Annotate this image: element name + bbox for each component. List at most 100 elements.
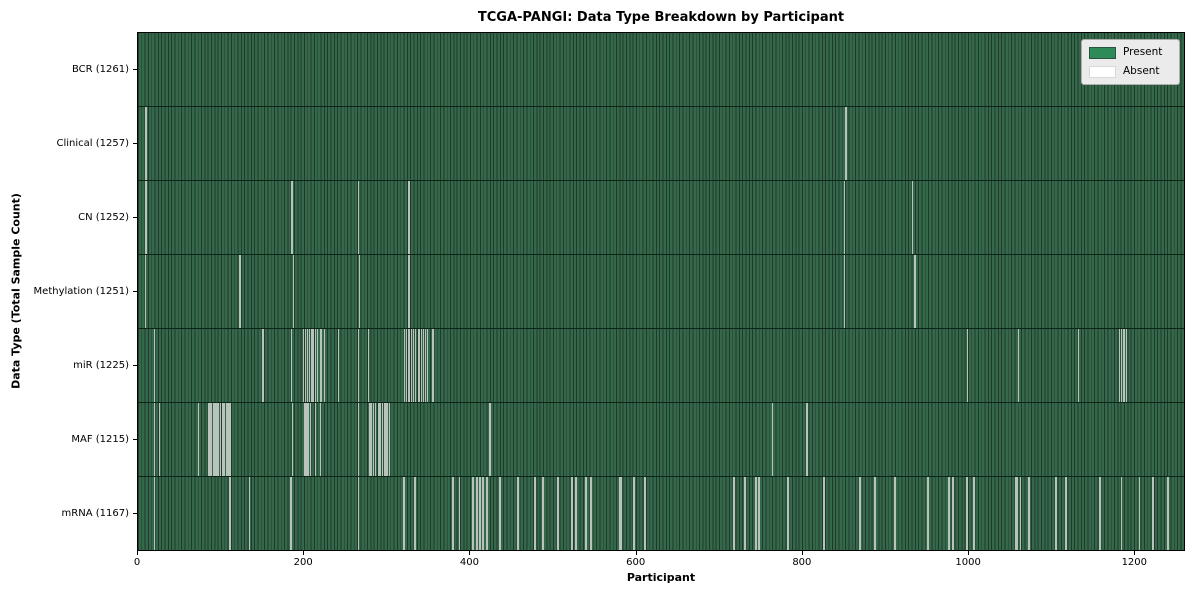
absent-mark [557,477,559,550]
ytick-mark [133,291,137,292]
xtick-label-1000: 1000 [955,557,981,568]
absent-mark [556,477,559,550]
absent-mark [498,477,501,550]
absent-mark [1017,477,1019,550]
absent-mark [409,255,411,328]
heatmap-row-MAF [138,402,1184,476]
absent-mark [585,477,587,550]
absent-mark [229,403,231,476]
absent-mark [314,329,316,402]
absent-mark [405,329,408,402]
absent-mark [478,477,481,550]
absent-mark [407,181,409,254]
legend-entry-present: Present [1089,45,1172,60]
absent-mark [643,477,646,550]
absent-mark [859,477,861,550]
y-axis-tick-labels: BCR (1261) Clinical (1257) CN (1252) Methyl… [0,32,129,551]
absent-mark [209,403,211,476]
absent-mark [1099,477,1101,550]
absent-mark [974,477,976,550]
absent-mark [1124,329,1126,402]
absent-mark [483,477,485,550]
absent-mark [1055,477,1057,550]
ytick-mark [133,439,137,441]
chart-title: TCGA-PANGI: Data Type Breakdown by Parti… [477,10,845,25]
absent-mark [229,477,231,550]
absent-mark [317,329,319,402]
xtick-label-400: 400 [459,557,479,568]
absent-mark [858,477,861,550]
absent-mark [379,403,381,476]
absent-mark [482,477,484,550]
y-axis-tick-marks [133,32,137,551]
absent-mark [733,477,735,550]
xtick-label-800: 800 [792,557,812,568]
absent-mark [226,403,228,476]
absent-mark [145,107,147,180]
absent-mark [1028,477,1030,550]
absent-mark [1028,477,1031,550]
absent-mark [403,477,405,550]
absent-mark [844,107,846,180]
absent-mark [144,181,146,254]
absent-mark [292,403,294,476]
absent-mark [965,477,968,550]
absent-mark [402,477,404,550]
absent-mark [633,477,635,550]
absent-mark [212,403,214,476]
absent-mark [459,477,461,550]
absent-mark [966,329,968,402]
absent-mark [1122,329,1124,402]
absent-mark [225,403,228,476]
absent-mark [619,477,622,550]
absent-mark [644,477,646,550]
absent-mark [216,403,218,476]
absent-mark [145,181,147,254]
absent-mark [590,477,592,550]
absent-mark [153,403,155,476]
absent-mark [357,181,359,254]
absent-mark [388,403,390,476]
absent-mark [476,477,478,550]
legend: Present Absent [1081,39,1180,85]
absent-mark [1065,477,1067,550]
absent-mark [230,477,232,550]
absent-mark [144,107,146,180]
absent-mark [732,477,734,550]
absent-mark [357,329,359,402]
absent-mark [806,403,808,476]
absent-mark [290,181,292,254]
absent-mark [927,477,929,550]
absent-mark [1119,329,1121,402]
absent-mark [386,403,389,476]
absent-mark [845,107,847,180]
absent-mark [874,477,876,550]
absent-mark [408,255,410,328]
absent-mark [585,477,588,550]
absent-mark [307,329,309,402]
absent-mark [262,329,264,402]
legend-swatch-absent [1089,65,1116,78]
absent-mark [487,477,489,550]
ytick-label-CN: CN (1252) [78,211,129,223]
absent-mark [414,477,416,550]
absent-mark [488,403,491,476]
absent-mark [290,477,292,550]
absent-mark [357,403,359,476]
absent-mark [619,477,621,550]
absent-mark [894,477,896,550]
legend-label: Present [1123,46,1163,59]
absent-mark [210,403,212,476]
absent-mark [221,403,223,476]
ytick-label-BCR: BCR (1261) [71,63,129,75]
absent-mark [372,403,374,476]
absent-mark [755,477,758,550]
absent-mark [620,477,622,550]
heatmap-row-BCR [138,33,1184,106]
absent-mark [1166,477,1168,550]
ytick-mark [133,142,137,144]
xtick-label-0: 0 [133,557,141,568]
xtick-mark [469,551,471,555]
absent-mark [1168,477,1170,550]
absent-mark [308,403,310,476]
